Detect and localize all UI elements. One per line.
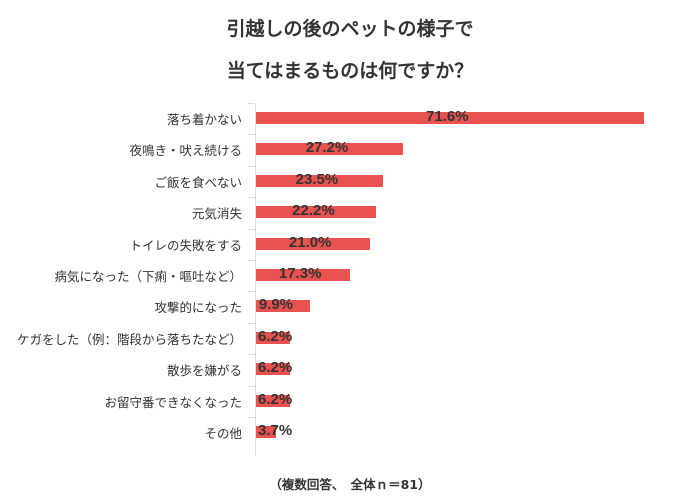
- category-label: ご飯を食べない: [154, 175, 242, 190]
- axis-tick: [248, 323, 255, 324]
- value-label: 3.7%: [258, 422, 293, 439]
- axis-tick: [248, 291, 255, 292]
- chart-title-line1: 引越しの後のペットの様子で: [226, 18, 474, 40]
- axis-tick: [248, 134, 255, 135]
- y-axis-line: [255, 104, 256, 456]
- value-label: 21.0%: [288, 234, 332, 251]
- bar: [256, 206, 377, 218]
- bar-row: ご飯を食べない 23.5%: [0, 166, 700, 197]
- axis-tick: [248, 354, 255, 355]
- axis-tick: [248, 417, 255, 418]
- value-label: 23.5%: [295, 171, 339, 188]
- category-label: 攻撃的になった: [154, 300, 242, 315]
- bar: [256, 269, 350, 281]
- bar: [256, 112, 645, 124]
- bar: [256, 426, 277, 438]
- value-label: 6.2%: [258, 328, 293, 345]
- axis-tick: [248, 103, 255, 104]
- bar: [256, 300, 310, 312]
- axis-tick: [248, 386, 255, 387]
- bar-row: 夜鳴き・吠え続ける 27.2%: [0, 134, 700, 165]
- bar: [256, 175, 384, 187]
- bar: [256, 332, 290, 344]
- axis-tick: [248, 229, 255, 230]
- bar-row: ケガをした（例：階段から落ちたなど） 6.2%: [0, 323, 700, 354]
- value-label: 9.9%: [258, 296, 294, 313]
- bar-row: 落ち着かない 71.6%: [0, 103, 700, 134]
- category-label: 元気消失: [191, 206, 242, 221]
- value-label: 22.2%: [292, 202, 335, 219]
- bar-row: 攻撃的になった 9.9%: [0, 291, 700, 322]
- value-label: 6.2%: [258, 391, 293, 408]
- bar: [256, 395, 290, 407]
- category-label: 夜鳴き・吠え続ける: [129, 143, 242, 158]
- bar-row: 病気になった（下痢・嘔吐など） 17.3%: [0, 260, 700, 291]
- category-label: 落ち着かない: [166, 112, 242, 127]
- bar-row: その他 3.7%: [0, 417, 700, 448]
- bar: [256, 238, 370, 250]
- bar-row: 散歩を嫌がる 6.2%: [0, 354, 700, 385]
- bar-row: 元気消失 22.2%: [0, 197, 700, 228]
- category-label: 散歩を嫌がる: [166, 363, 242, 378]
- bar: [256, 363, 290, 375]
- value-label: 17.3%: [278, 265, 322, 282]
- chart-title-line2: 当てはまるものは何ですか？: [226, 60, 474, 82]
- value-label: 27.2%: [305, 139, 349, 156]
- bar-row: トイレの失敗をする 21.0%: [0, 229, 700, 260]
- bar-row: お留守番できなくなった 6.2%: [0, 386, 700, 417]
- value-label: 71.6%: [426, 108, 469, 125]
- axis-tick: [248, 166, 255, 167]
- category-label: お留守番できなくなった: [104, 395, 242, 410]
- category-label: 病気になった（下痢・嘔吐など）: [54, 269, 242, 284]
- category-label: トイレの失敗をする: [129, 238, 242, 253]
- axis-tick: [248, 197, 255, 198]
- chart-footnote: （複数回答、 全体ｎ＝81）: [269, 477, 431, 492]
- category-label: その他: [204, 426, 242, 441]
- value-label: 6.2%: [258, 359, 293, 376]
- bar: [256, 143, 404, 155]
- axis-tick: [248, 260, 255, 261]
- category-label: ケガをした（例：階段から落ちたなど）: [16, 332, 242, 347]
